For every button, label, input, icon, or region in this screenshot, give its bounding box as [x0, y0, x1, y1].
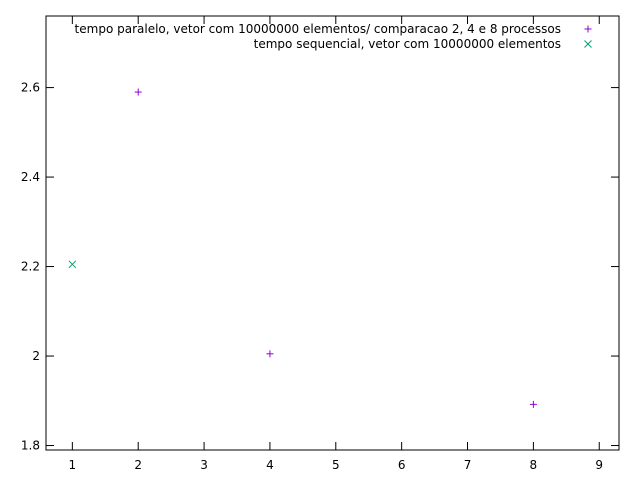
x-tick-label: 9	[595, 458, 603, 472]
legend-marker-series-2	[584, 40, 592, 48]
x-tick-label: 8	[530, 458, 538, 472]
x-tick-label: 4	[266, 458, 274, 472]
legend-label-series-2: tempo sequencial, vetor com 10000000 ele…	[254, 37, 561, 51]
x-tick-label: 7	[464, 458, 472, 472]
legend: tempo paralelo, vetor com 10000000 eleme…	[75, 22, 592, 51]
y-axis-ticks: 1.8 2 2.2 2.4 2.6	[21, 81, 619, 453]
data-point-series-1	[529, 400, 537, 408]
data-point-series-1	[266, 350, 274, 358]
legend-marker-series-1	[584, 25, 592, 33]
plot-frame	[45, 15, 620, 451]
y-tick-label: 2.6	[21, 81, 40, 95]
y-tick-label: 1.8	[21, 439, 40, 453]
x-axis-ticks: 1 2 3 4 5 6 7 8 9	[69, 16, 603, 472]
x-tick-label: 5	[332, 458, 340, 472]
y-tick-label: 2.4	[21, 170, 40, 184]
x-tick-label: 2	[134, 458, 142, 472]
x-tick-label: 6	[398, 458, 406, 472]
x-tick-label: 3	[200, 458, 208, 472]
data-points	[68, 88, 537, 408]
legend-label-series-1: tempo paralelo, vetor com 10000000 eleme…	[75, 22, 561, 36]
x-tick-label: 1	[69, 458, 77, 472]
y-tick-label: 2	[32, 349, 40, 363]
data-point-series-1	[134, 88, 142, 96]
data-point-series-2	[68, 260, 77, 269]
y-tick-label: 2.2	[21, 260, 40, 274]
